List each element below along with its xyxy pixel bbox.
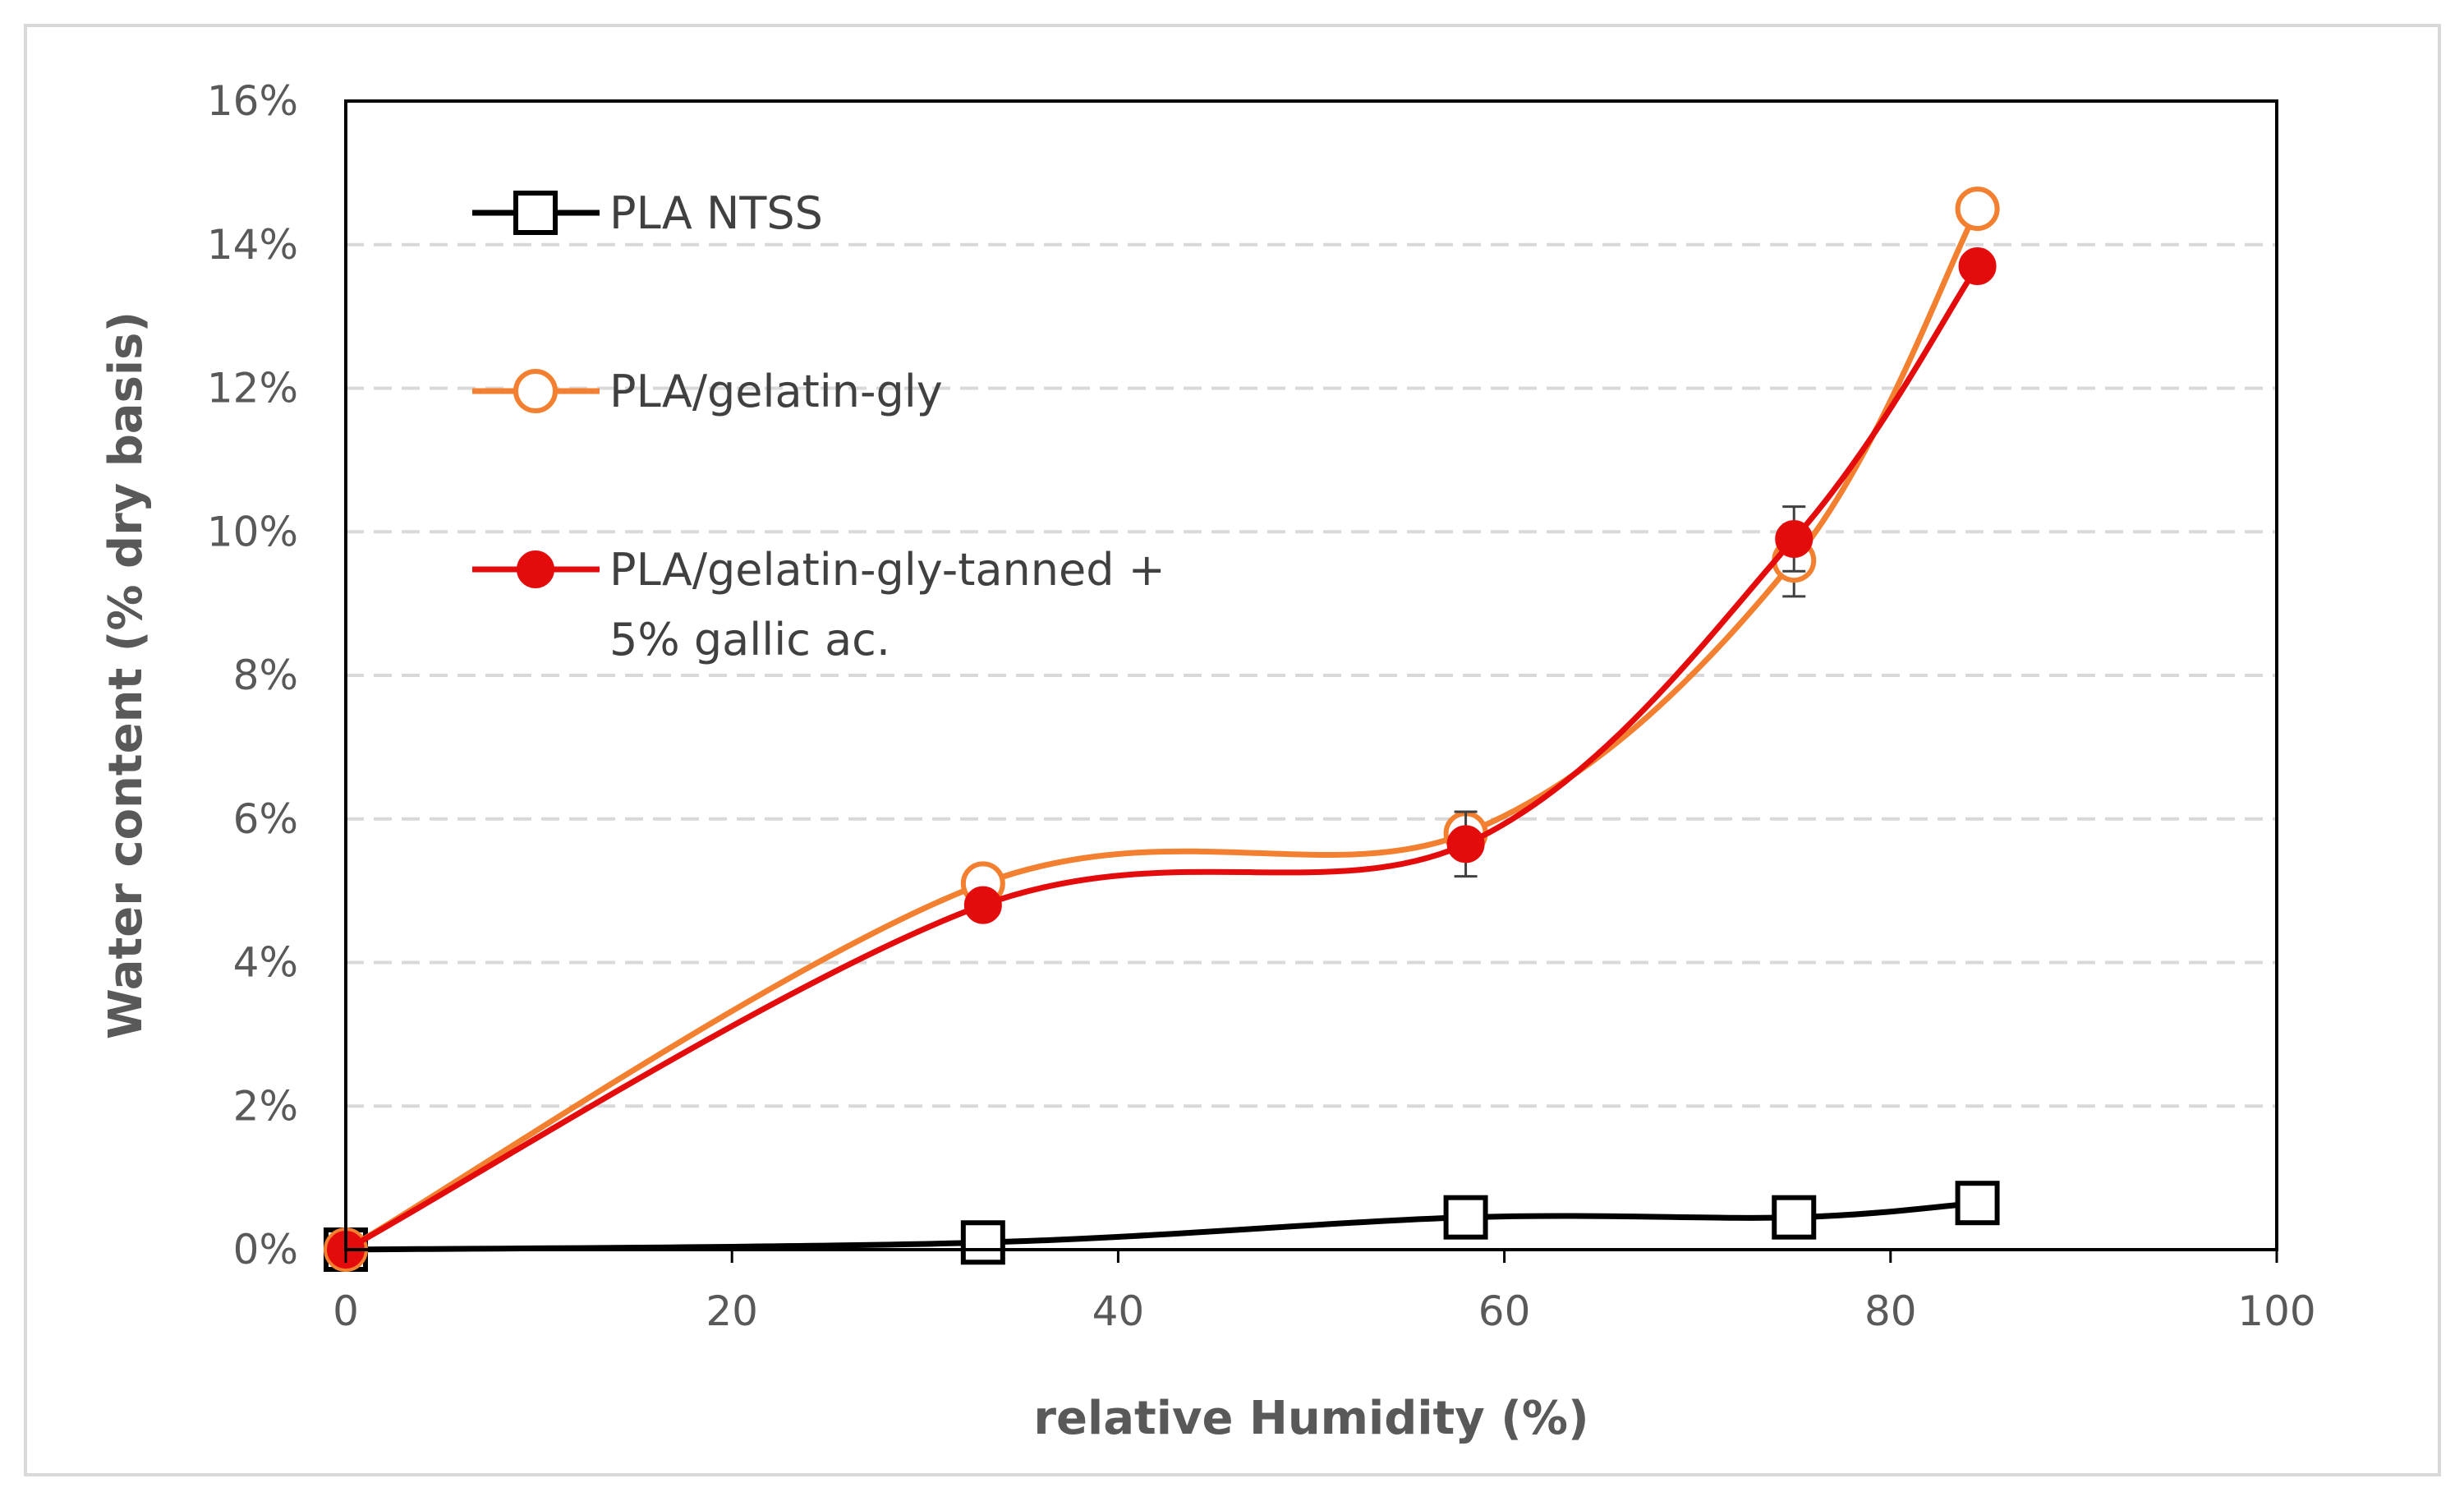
data-point — [1772, 1195, 1817, 1240]
legend-marker — [517, 550, 554, 588]
y-axis-title: Water content (% dry basis) — [99, 311, 153, 1039]
series-line — [342, 205, 1981, 1253]
legend-label: PLA/gelatin-gly — [609, 366, 943, 417]
data-point — [1775, 519, 1814, 558]
data-point — [1955, 187, 2000, 232]
x-axis-title: relative Humidity (%) — [1033, 1392, 1588, 1445]
data-point — [1443, 1195, 1488, 1240]
tick-labels: 0% 2% 4% 6% 8% 10% 12% 14% 16% 0 20 40 60 80 100 — [207, 77, 2316, 1335]
legend-marker — [513, 191, 558, 235]
chart-frame — [24, 24, 2441, 1476]
legend-label: 5% gallic ac. — [609, 614, 890, 665]
x-tick-label: 80 — [1864, 1287, 1917, 1335]
x-tick-label: 40 — [1092, 1287, 1145, 1335]
data-point — [960, 1220, 1005, 1265]
y-tick-label: 14% — [207, 221, 298, 269]
data-point — [963, 886, 1002, 924]
y-tick-label: 6% — [233, 795, 298, 843]
legend-label: PLA NTSS — [609, 187, 823, 239]
data-point — [1955, 1181, 2000, 1226]
x-tick-label: 20 — [706, 1287, 758, 1335]
data-point — [1446, 825, 1485, 864]
legend-entry-2: PLA/gelatin-gly-tanned + 5% gallic ac. — [472, 544, 1165, 665]
x-tick-label: 0 — [333, 1287, 359, 1335]
legend-entry-1: PLA/gelatin-gly — [472, 366, 943, 417]
legend-marker — [513, 369, 558, 413]
legend-entry-0: PLA NTSS — [472, 187, 823, 239]
x-tick-label: 100 — [2237, 1287, 2315, 1335]
gridlines — [346, 242, 2277, 1108]
y-tick-label: 12% — [207, 365, 298, 412]
series-line — [342, 263, 1981, 1253]
data-point — [1958, 246, 1997, 285]
series-layer — [324, 187, 2000, 1272]
y-tick-label: 4% — [233, 939, 298, 987]
y-tick-label: 8% — [233, 652, 298, 699]
legend-label: PLA/gelatin-gly-tanned + — [609, 544, 1165, 596]
x-tick-label: 60 — [1478, 1287, 1531, 1335]
y-tick-label: 16% — [207, 77, 298, 125]
y-tick-label: 10% — [207, 508, 298, 555]
y-tick-label: 0% — [233, 1226, 298, 1273]
y-tick-label: 2% — [233, 1082, 298, 1130]
legend: PLA NTSS PLA/gelatin-gly PLA/gelatin-gly-t… — [472, 187, 1165, 665]
plot-area-border — [344, 99, 2278, 1251]
